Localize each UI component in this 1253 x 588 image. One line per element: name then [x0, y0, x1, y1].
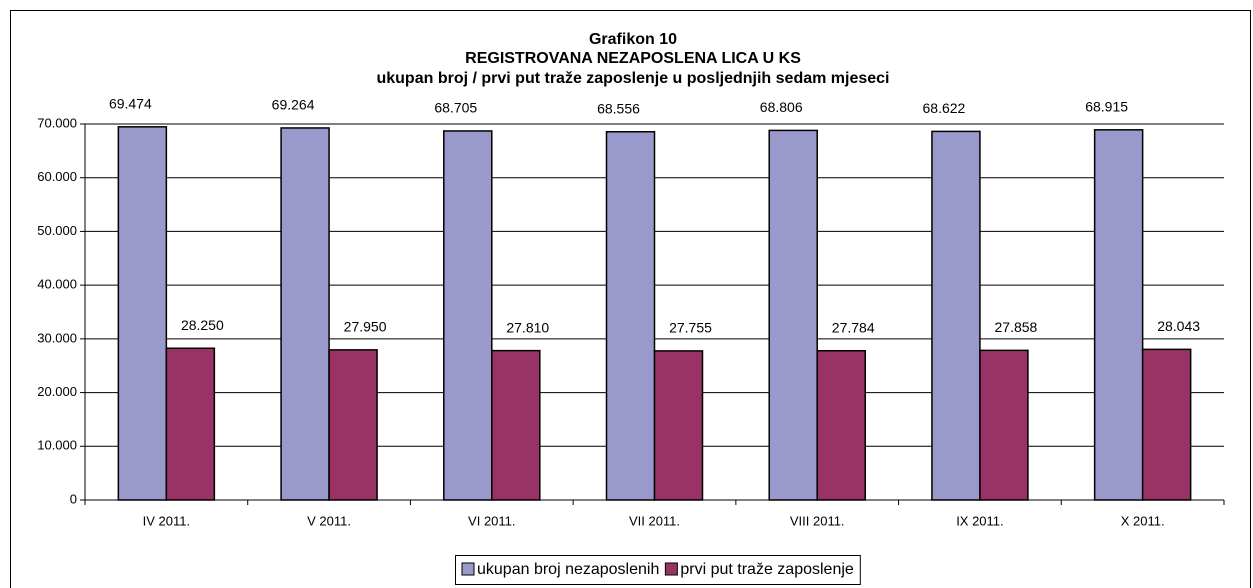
- value-label: 69.474: [109, 96, 152, 112]
- value-label: 28.043: [1157, 318, 1200, 334]
- y-tick-label: 70.000: [37, 115, 77, 130]
- y-tick-label: 10.000: [37, 438, 77, 453]
- bar: [165, 347, 216, 501]
- value-label: 27.755: [669, 320, 712, 336]
- value-label: 27.950: [344, 319, 387, 335]
- bar: [328, 349, 378, 501]
- y-tick-label: 30.000: [37, 330, 77, 345]
- chart-title: Grafikon 10: [589, 31, 677, 48]
- value-label: 68.806: [760, 99, 803, 115]
- x-tick-label: IV 2011.: [143, 513, 190, 528]
- x-tick-label: VI 2011.: [468, 513, 515, 528]
- legend: [455, 555, 861, 585]
- legend-label: prvi put traže zaposlenje: [680, 561, 854, 578]
- y-tick-label: 40.000: [37, 277, 77, 292]
- legend-label: ukupan broj nezaposlenih: [477, 561, 659, 578]
- value-label: 27.810: [506, 319, 549, 335]
- y-tick-label: 0: [70, 491, 77, 506]
- value-label: 69.264: [272, 97, 315, 113]
- bar: [1093, 129, 1144, 501]
- value-label: 68.556: [597, 100, 640, 116]
- value-label: 68.705: [434, 100, 477, 116]
- bar: [443, 130, 493, 501]
- legend-swatch: [664, 562, 678, 576]
- value-label: 68.622: [923, 100, 966, 116]
- y-tick-label: 50.000: [37, 223, 77, 238]
- bar: [653, 350, 704, 501]
- bar: [605, 131, 656, 501]
- legend-swatch: [461, 562, 475, 576]
- value-label: 68.915: [1085, 99, 1128, 115]
- bar: [768, 129, 818, 501]
- x-tick-label: V 2011.: [307, 513, 351, 528]
- x-tick-label: VIII 2011.: [790, 513, 845, 528]
- bar: [931, 130, 981, 501]
- value-label: 27.784: [832, 319, 875, 335]
- bar: [280, 127, 330, 501]
- y-tick-label: 60.000: [37, 169, 77, 184]
- bar: [979, 349, 1029, 501]
- bar: [816, 350, 866, 501]
- bar: [491, 349, 541, 501]
- value-label: 27.858: [995, 319, 1038, 335]
- chart-subtitle: ukupan broj / prvi put traže zaposlenje …: [376, 70, 889, 87]
- x-tick-label: IX 2011.: [956, 513, 1003, 528]
- x-tick-label: VII 2011.: [629, 513, 680, 528]
- bar: [117, 126, 168, 501]
- value-label: 28.250: [181, 317, 224, 333]
- x-tick-label: X 2011.: [1121, 513, 1165, 528]
- bar: [1141, 348, 1192, 501]
- y-tick-label: 20.000: [37, 384, 77, 399]
- chart-subtitle: REGISTROVANA NEZAPOSLENA LICA U KS: [465, 50, 801, 67]
